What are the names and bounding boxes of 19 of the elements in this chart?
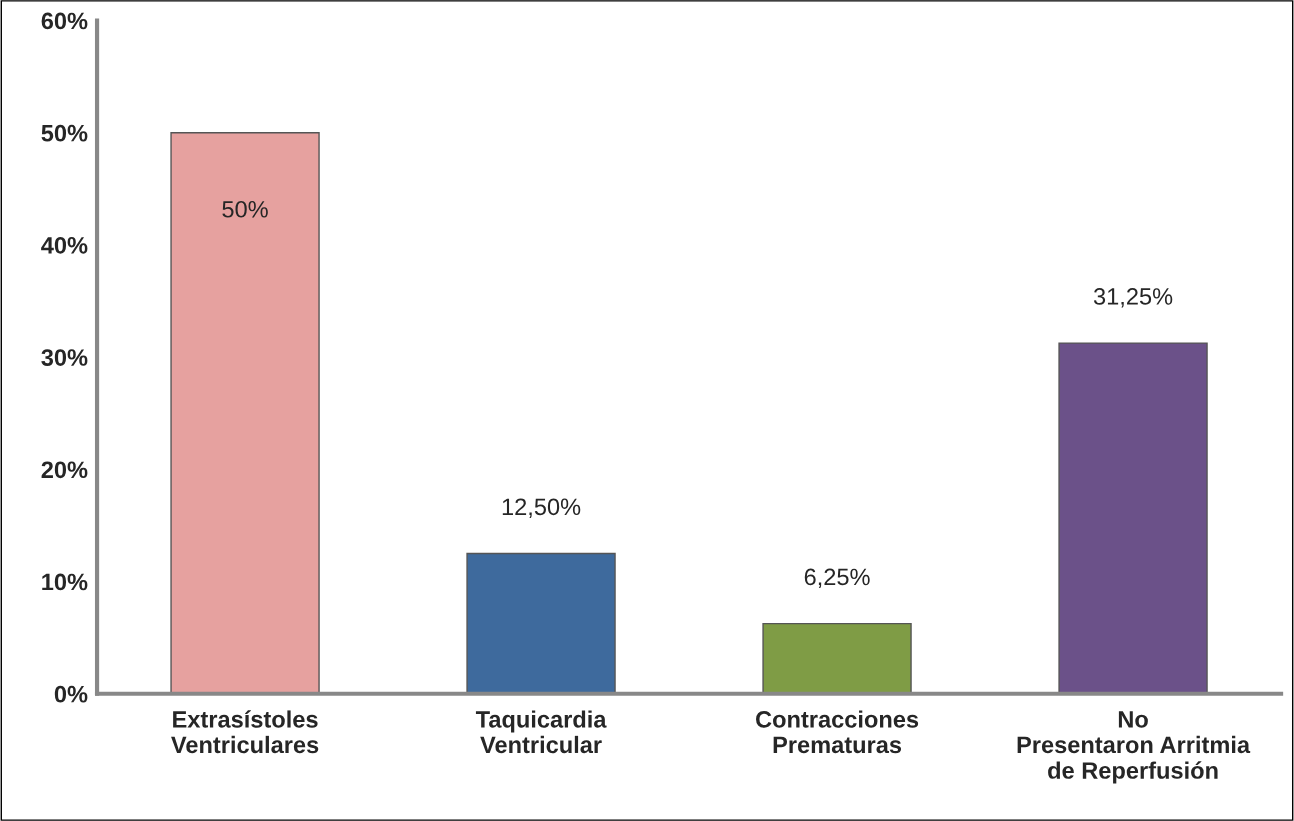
data-label: 6,25% <box>804 568 870 589</box>
data-label: 31,25% <box>1093 288 1173 308</box>
bar <box>170 132 320 694</box>
x-tick-label: Extrasístoles Ventriculares <box>171 710 319 754</box>
y-tick-label: 50% <box>41 124 88 142</box>
data-label: 12,50% <box>502 498 581 518</box>
data-label: 50% <box>222 200 268 218</box>
x-tick-label: Contracciones Prematuras <box>756 710 919 754</box>
x-tick-label: No Presentaron Arritmia de Reperfusión <box>1017 711 1251 784</box>
bar <box>466 552 616 694</box>
y-tick-label: 0% <box>54 685 88 703</box>
y-tick-label: 10% <box>42 573 88 591</box>
x-tick-label: Taquicardia Ventricular <box>475 710 607 754</box>
y-tick-label: 40% <box>41 237 88 254</box>
y-tick-label: 30% <box>41 349 88 366</box>
y-tick-label: 60% <box>41 12 88 30</box>
y-tick-label: 20% <box>41 461 88 479</box>
bar <box>762 622 912 694</box>
bar <box>1058 342 1208 694</box>
